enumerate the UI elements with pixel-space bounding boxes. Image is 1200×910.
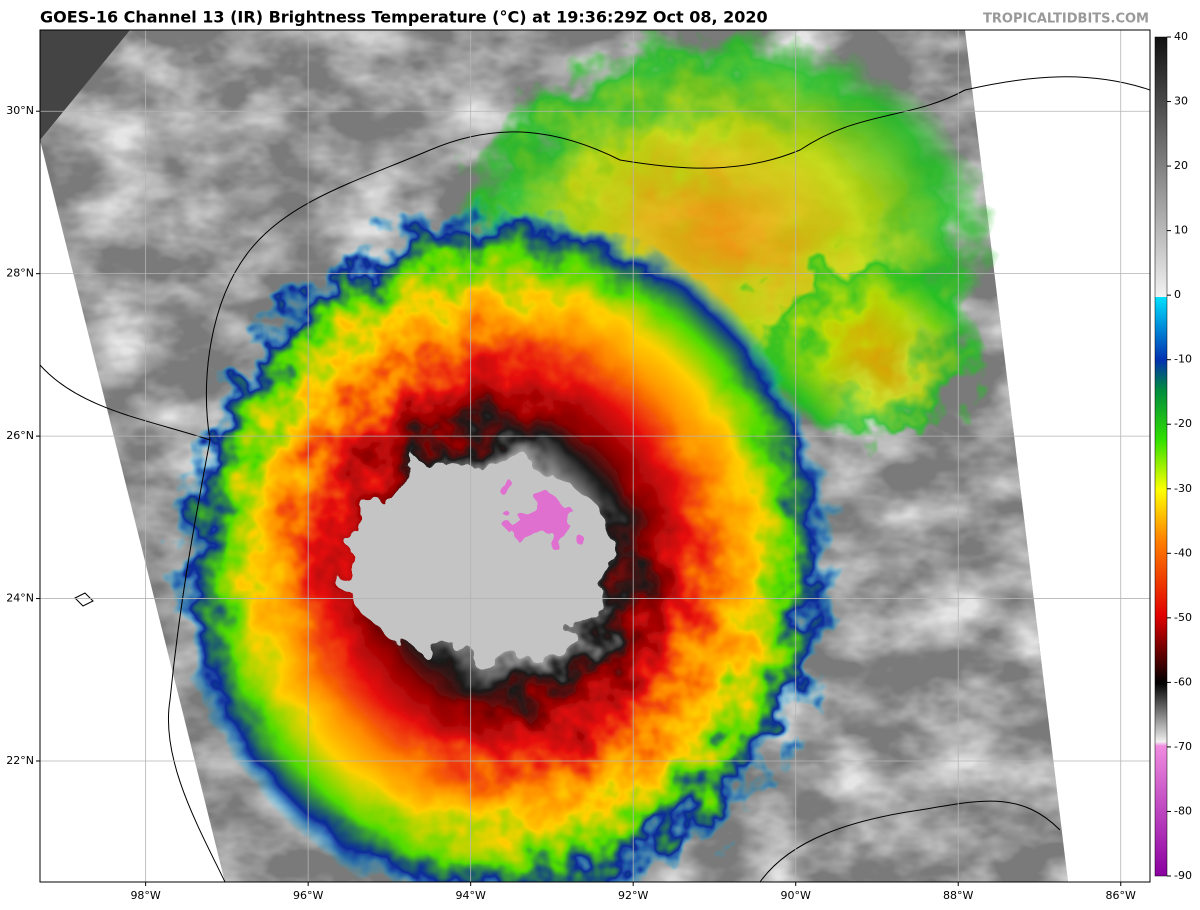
- colorbar-label: -60: [1174, 675, 1192, 688]
- map-frame: [39, 29, 1151, 883]
- colorbar-label: -10: [1174, 353, 1192, 366]
- lat-label: 22°N: [6, 754, 34, 767]
- colorbar-label: -90: [1174, 869, 1192, 882]
- colorbar-label: 30: [1174, 95, 1188, 108]
- colorbar-label: -70: [1174, 740, 1192, 753]
- lon-label: 90°W: [781, 889, 811, 902]
- colorbar: [1154, 36, 1168, 877]
- lon-label: 86°W: [1106, 889, 1136, 902]
- colorbar-label: -20: [1174, 417, 1192, 430]
- colorbar-label: -40: [1174, 546, 1192, 559]
- colorbar-label: 20: [1174, 159, 1188, 172]
- lat-label: 26°N: [6, 429, 34, 442]
- satellite-image: [40, 30, 1150, 882]
- lon-label: 96°W: [293, 889, 323, 902]
- lon-label: 92°W: [618, 889, 648, 902]
- lat-label: 30°N: [6, 104, 34, 117]
- title: GOES-16 Channel 13 (IR) Brightness Tempe…: [40, 8, 768, 27]
- lat-label: 28°N: [6, 267, 34, 280]
- colorbar-label: 40: [1174, 30, 1188, 43]
- colorbar-label: -80: [1174, 804, 1192, 817]
- lon-label: 94°W: [455, 889, 485, 902]
- coastline: [40, 76, 1150, 882]
- lat-label: 24°N: [6, 592, 34, 605]
- source: TROPICALTIDBITS.COM: [983, 12, 1149, 27]
- colorbar-label: -30: [1174, 482, 1192, 495]
- colorbar-label: -50: [1174, 611, 1192, 624]
- colorbar-label: 10: [1174, 224, 1188, 237]
- colorbar-label: 0: [1174, 288, 1181, 301]
- lon-label: 88°W: [943, 889, 973, 902]
- lon-label: 98°W: [130, 889, 160, 902]
